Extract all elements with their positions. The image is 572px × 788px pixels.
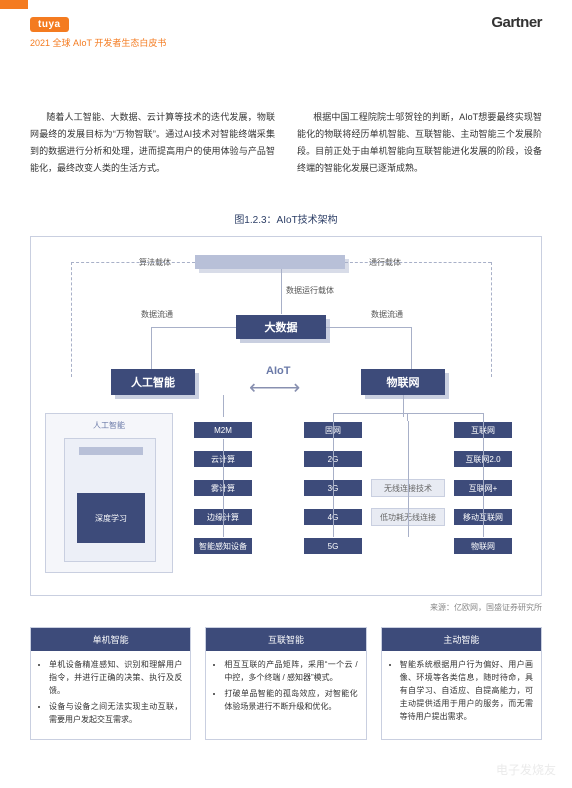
card-interconnect: 互联智能 相互互联的产品矩阵，采用“一个云 / 中控，多个终端 / 感知器”模式… [205,627,366,740]
card-standalone: 单机智能 单机设备精准感知、识别和理解用户指令，并进行正确的决策、执行及反馈。 … [30,627,191,740]
card-item: 智能系统根据用户行为偏好、用户画像、环境等各类信息，随时待命，具有自学习、自适应… [400,659,533,723]
label-data-carrier: 数据运行载体 [286,285,334,296]
line [408,421,409,537]
gartner-logo: Gartner [491,14,542,31]
line [483,413,484,421]
line [326,327,411,328]
cards-row: 单机智能 单机设备精准感知、识别和理解用户指令，并进行正确的决策、执行及反馈。 … [0,613,572,740]
line [333,421,334,537]
paragraph-left: 随着人工智能、大数据、云计算等技术的迭代发展，物联网最终的发展目标为“万物智联”… [30,109,275,177]
label-left-flow: 数据流通 [141,309,173,320]
line [483,421,484,537]
node-iot-small: 物联网 [453,537,513,555]
header: tuya Gartner [0,0,572,32]
node-sense: 智能感知设备 [193,537,253,555]
diagram: 算法载体 通行载体 数据运行载体 大数据 数据流通 数据流通 人工智能 物联网 … [30,236,542,596]
line [71,262,195,263]
ai-deep-box: 深度学习 [77,493,145,543]
node-ai: 人工智能 [111,369,195,395]
watermark: 电子发烧友 [496,761,556,778]
ai-inner-title: 人工智能 [46,420,172,431]
card-title: 主动智能 [382,628,541,651]
card-item: 设备与设备之间无法实现主动互联，需要用户发起交互需求。 [49,701,182,727]
double-arrow-icon: ⟵⟶ [249,375,294,400]
label-right-flow: 数据流通 [371,309,403,320]
node-5g: 5G [303,537,363,555]
line [345,262,491,263]
node-iot: 物联网 [361,369,445,395]
paragraph-right: 根据中国工程院院士邬贺铨的判断，AIoT想要最终实现智能化的物联将经历单机智能、… [297,109,542,177]
tuya-logo: tuya [30,17,69,32]
ai-outer-box: 人工智能 深度学习 [45,413,173,573]
figure-title: 图1.2.3：AIoT技术架构 [0,211,572,226]
card-title: 单机智能 [31,628,190,651]
ai-mid-box: 深度学习 [64,438,156,562]
line [333,413,483,414]
line [151,327,236,328]
body-text: 随着人工智能、大数据、云计算等技术的迭代发展，物联网最终的发展目标为“万物智联”… [0,49,572,177]
top-bar [195,255,345,269]
card-item: 打破单品智能的孤岛效应，对智能化体验场景进行不断升级和优化。 [224,688,357,714]
card-title: 互联智能 [206,628,365,651]
line [151,327,152,373]
line [281,269,282,314]
line [333,413,334,421]
card-item: 相互互联的产品矩阵，采用“一个云 / 中控，多个终端 / 感知器”模式。 [224,659,357,685]
line [407,413,408,421]
line [223,395,224,417]
doc-subtitle: 2021 全球 AIoT 开发者生态白皮书 [0,32,572,49]
page-accent [0,0,28,9]
card-item: 单机设备精准感知、识别和理解用户指令，并进行正确的决策、执行及反馈。 [49,659,182,697]
node-m2m: M2M [193,421,253,439]
line [223,439,224,537]
card-proactive: 主动智能 智能系统根据用户行为偏好、用户画像、环境等各类信息，随时待命，具有自学… [381,627,542,740]
line [411,327,412,373]
line [491,262,492,377]
node-big-data: 大数据 [236,315,326,339]
line [71,262,72,377]
source-text: 来源：亿欧网，国盛证券研究所 [0,596,572,613]
